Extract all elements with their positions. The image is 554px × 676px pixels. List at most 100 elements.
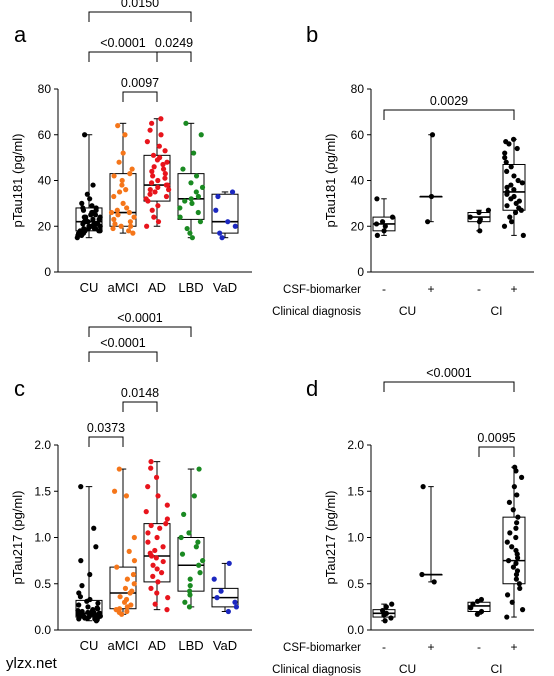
data-point xyxy=(149,120,155,126)
y-tick-label: 0.5 xyxy=(347,577,364,591)
x-tick-label: aMCI xyxy=(107,638,138,653)
data-point xyxy=(114,564,120,570)
data-point xyxy=(79,608,85,615)
data-point xyxy=(154,590,160,596)
data-point xyxy=(429,132,436,138)
data-point xyxy=(131,581,137,587)
data-point xyxy=(503,139,509,145)
data-point xyxy=(165,595,171,601)
y-axis-label: pTau217 (pg/ml) xyxy=(323,491,338,585)
data-point xyxy=(84,191,90,197)
data-point xyxy=(374,196,380,202)
data-point xyxy=(111,193,117,200)
csf-status-label: + xyxy=(510,282,517,296)
data-point xyxy=(233,604,240,610)
data-point xyxy=(130,571,137,578)
data-point xyxy=(143,196,149,202)
data-point xyxy=(420,484,426,490)
data-point xyxy=(154,566,160,572)
x-tick-label: VaD xyxy=(213,638,237,653)
data-point xyxy=(164,607,170,613)
data-point xyxy=(87,196,93,202)
p-value-label: <0.0001 xyxy=(100,336,146,350)
panel-c-chart: 0.0 0.5 1.0 1.5 2.0 pTau217 (pg/ml) CU aMCI AD LB… xyxy=(10,311,252,653)
data-point xyxy=(164,516,170,522)
data-point xyxy=(162,148,168,154)
data-point xyxy=(186,530,192,536)
box-iqr xyxy=(502,163,526,211)
data-point xyxy=(116,466,122,472)
data-point xyxy=(517,585,523,591)
data-point xyxy=(81,225,87,232)
data-point xyxy=(389,214,396,220)
y-tick-label: 1.0 xyxy=(34,531,51,545)
data-point xyxy=(501,223,508,229)
data-point xyxy=(97,214,103,220)
data-point xyxy=(196,466,202,472)
data-point xyxy=(126,548,132,554)
data-point xyxy=(112,221,118,227)
data-point xyxy=(511,484,517,490)
data-point xyxy=(85,609,91,616)
data-point xyxy=(509,599,515,605)
y-tick-label: 1.5 xyxy=(34,484,51,498)
data-point xyxy=(147,127,153,133)
significance-bracket xyxy=(478,446,515,457)
data-point xyxy=(467,214,473,220)
panel-a-chart: 0 20 40 60 80 pTau181 (pg/ml) CU aMCI AD LBD VaD 0.… xyxy=(10,0,252,295)
box-iqr xyxy=(143,154,171,202)
data-point xyxy=(514,492,520,498)
data-point xyxy=(198,132,204,138)
y-tick-label: 20 xyxy=(38,219,52,233)
data-point xyxy=(191,150,197,156)
p-value-label: <0.0001 xyxy=(100,36,146,50)
data-point xyxy=(118,223,124,229)
data-point xyxy=(160,544,166,550)
data-point xyxy=(155,203,161,209)
data-point xyxy=(89,203,95,209)
data-point xyxy=(131,558,138,564)
data-point xyxy=(179,551,186,557)
data-point xyxy=(217,230,223,236)
significance-bracket xyxy=(122,401,158,412)
data-point xyxy=(75,607,81,614)
csf-status-label: - xyxy=(477,282,481,296)
csf-status-label: - xyxy=(382,282,386,296)
significance-bracket xyxy=(156,51,192,62)
data-point xyxy=(502,150,508,156)
p-value-label: <0.0001 xyxy=(117,311,163,325)
y-tick-label: 80 xyxy=(38,82,52,96)
group-label-cu: CU xyxy=(399,304,416,318)
data-point xyxy=(188,180,194,186)
data-point xyxy=(182,599,188,605)
significance-bracket xyxy=(383,381,515,392)
data-point xyxy=(87,571,93,578)
y-axis-label: pTau181 (pg/ml) xyxy=(323,134,338,228)
data-point xyxy=(379,607,386,614)
data-point xyxy=(196,562,202,568)
data-point xyxy=(120,200,126,206)
data-point xyxy=(474,611,481,617)
data-point xyxy=(116,606,123,612)
significance-bracket xyxy=(122,91,158,102)
data-point xyxy=(87,596,93,603)
data-point xyxy=(510,136,517,142)
data-point xyxy=(157,155,163,161)
data-point xyxy=(513,534,519,541)
y-axis-label: pTau181 (pg/ml) xyxy=(10,134,25,228)
x-tick-label: VaD xyxy=(213,280,237,295)
panel-b-chart: 0 20 40 60 80 pTau181 (pg/ml) CSF-biomarker Cli… xyxy=(272,82,534,318)
y-tick-label: 60 xyxy=(38,128,52,142)
data-point xyxy=(507,214,513,220)
data-point xyxy=(162,175,168,181)
data-point xyxy=(82,132,88,138)
x-tick-label: AD xyxy=(148,638,166,653)
data-point xyxy=(182,198,188,204)
data-point xyxy=(470,601,476,607)
y-tick-label: 2.0 xyxy=(347,438,364,452)
group-label-ci: CI xyxy=(491,662,503,676)
data-point xyxy=(191,493,197,499)
data-point xyxy=(373,221,380,227)
data-point xyxy=(187,230,193,236)
data-point xyxy=(389,601,395,607)
